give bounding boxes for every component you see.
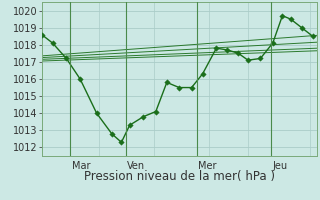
Text: Ven: Ven xyxy=(127,161,145,171)
X-axis label: Pression niveau de la mer( hPa ): Pression niveau de la mer( hPa ) xyxy=(84,170,275,183)
Text: Mer: Mer xyxy=(198,161,217,171)
Text: Mar: Mar xyxy=(72,161,90,171)
Text: Jeu: Jeu xyxy=(273,161,288,171)
